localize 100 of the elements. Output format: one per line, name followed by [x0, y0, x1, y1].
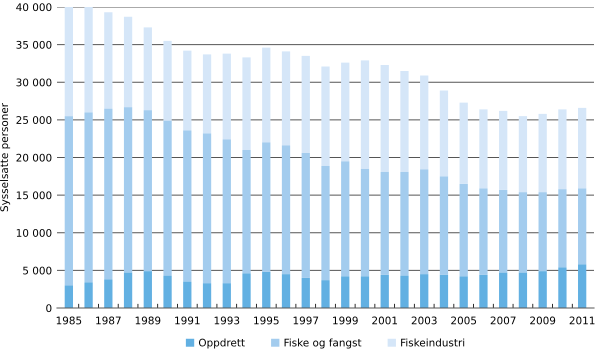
bar [84, 7, 93, 112]
y-tick-label: 40 000 [16, 3, 52, 12]
y-tick-label: 20 000 [16, 154, 52, 162]
legend-label: Fiske og fangst [284, 338, 362, 349]
bar [341, 276, 350, 308]
bar [302, 152, 310, 278]
bar [420, 75, 428, 170]
bar [163, 120, 172, 276]
y-axis-title: Sysselsatte personer [0, 102, 10, 212]
bar [538, 114, 547, 192]
bar [360, 276, 370, 308]
bar [302, 278, 310, 308]
x-tick-label: 2003 [412, 316, 437, 324]
bar [578, 264, 586, 308]
x-tick-label: 1991 [175, 316, 200, 324]
bar [321, 280, 330, 308]
bar [440, 176, 448, 275]
bar [499, 190, 508, 273]
y-tick-label: 30 000 [16, 78, 52, 86]
x-tick-label: 1995 [254, 316, 279, 324]
bar [84, 282, 93, 308]
bar [64, 116, 73, 286]
bar [84, 112, 93, 282]
bar [360, 168, 370, 276]
bar [124, 16, 132, 108]
bar [262, 142, 270, 272]
bar [262, 272, 270, 308]
bar [124, 272, 132, 308]
bar [183, 50, 192, 130]
bar [64, 285, 73, 308]
bar [163, 276, 172, 308]
y-tick-label: 5 000 [23, 266, 52, 274]
bar [380, 64, 389, 172]
bar [104, 108, 112, 280]
bar [499, 110, 508, 190]
bar [282, 145, 290, 274]
bar [460, 184, 468, 276]
y-tick-label: 0 [46, 304, 52, 312]
legend-label: Fiskeindustri [401, 338, 464, 347]
bar [578, 108, 586, 188]
bar [202, 283, 212, 308]
x-tick-label: 1999 [333, 316, 358, 324]
bar [104, 279, 112, 308]
bar [479, 109, 488, 188]
x-tick-label: 1985 [56, 316, 82, 324]
bar [400, 172, 409, 276]
bar [420, 274, 428, 308]
legend-label: Oppdrett [198, 338, 245, 349]
bar [183, 130, 192, 282]
bar [222, 139, 231, 284]
bar [479, 188, 488, 275]
x-tick-label: 1987 [96, 316, 121, 324]
bar [380, 172, 389, 275]
x-tick-label: 1993 [214, 316, 240, 324]
x-tick-label: 2005 [451, 316, 476, 324]
bar [144, 110, 152, 272]
bar [440, 274, 448, 308]
bar [163, 40, 172, 121]
bar [202, 133, 212, 284]
bar [420, 170, 428, 274]
bar [479, 274, 488, 308]
bar [321, 166, 330, 280]
bar [144, 271, 152, 308]
bar [302, 56, 310, 153]
bar [282, 51, 290, 146]
bar [242, 57, 251, 150]
x-tick-label: 1989 [136, 316, 160, 324]
bar [262, 48, 270, 142]
bar [282, 274, 290, 308]
y-tick-label: 10 000 [16, 228, 52, 237]
bar [64, 7, 73, 116]
y-tick-label: 25 000 [16, 116, 52, 124]
bar [222, 54, 231, 140]
bar [558, 109, 567, 190]
bar [440, 90, 448, 176]
bar [578, 188, 586, 264]
bar [183, 282, 192, 308]
bar [360, 60, 370, 169]
bar [380, 274, 389, 308]
bar [400, 276, 409, 308]
bar [460, 102, 468, 184]
bar [518, 192, 528, 273]
bar [538, 192, 547, 272]
bar [499, 272, 508, 308]
bar [341, 62, 350, 162]
bar [341, 161, 350, 276]
bar [104, 12, 112, 109]
bar [460, 276, 468, 308]
bar [400, 70, 409, 172]
x-tick-label: 2007 [490, 316, 516, 324]
x-tick-label: 2001 [372, 316, 398, 324]
bar [202, 54, 212, 134]
bar [518, 116, 528, 192]
y-tick-label: 35 000 [16, 40, 52, 49]
bar [321, 66, 330, 166]
x-tick-label: 2011 [570, 316, 594, 324]
y-tick-label: 15 000 [16, 191, 52, 200]
x-tick-label: 2009 [530, 316, 556, 324]
bar [538, 271, 547, 308]
x-tick-label: 1997 [294, 316, 318, 324]
